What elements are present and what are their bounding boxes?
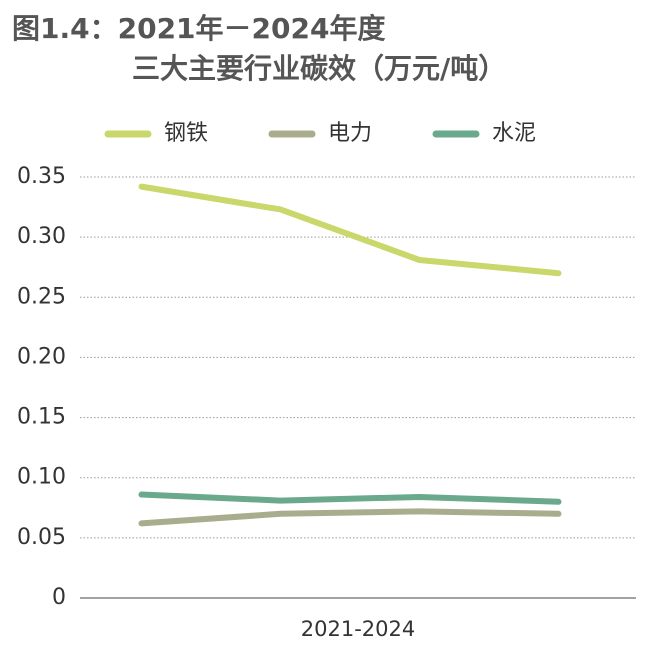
y-tick-label: 0.05 — [17, 525, 66, 550]
chart-title: 三大主要行业碳效（万元/吨） — [132, 52, 506, 85]
line — [138, 508, 562, 527]
line — [138, 183, 562, 277]
y-tick-label: 0.15 — [17, 405, 66, 430]
x-axis-label: 2021-2024 — [301, 617, 415, 641]
line — [138, 491, 562, 505]
y-tick-label: 0.20 — [17, 344, 66, 369]
legend-label: 水泥 — [492, 121, 536, 146]
y-tick-label: 0.25 — [17, 284, 66, 309]
legend-label: 钢铁 — [164, 121, 208, 146]
y-tick-label: 0.10 — [17, 465, 66, 490]
y-tick-label: 0.30 — [17, 224, 66, 249]
legend-label: 电力 — [328, 121, 372, 146]
y-tick-label: 0 — [52, 585, 66, 610]
chart-title: 图1.4：2021年－2024年度 — [12, 12, 385, 45]
y-tick-label: 0.35 — [17, 164, 66, 189]
